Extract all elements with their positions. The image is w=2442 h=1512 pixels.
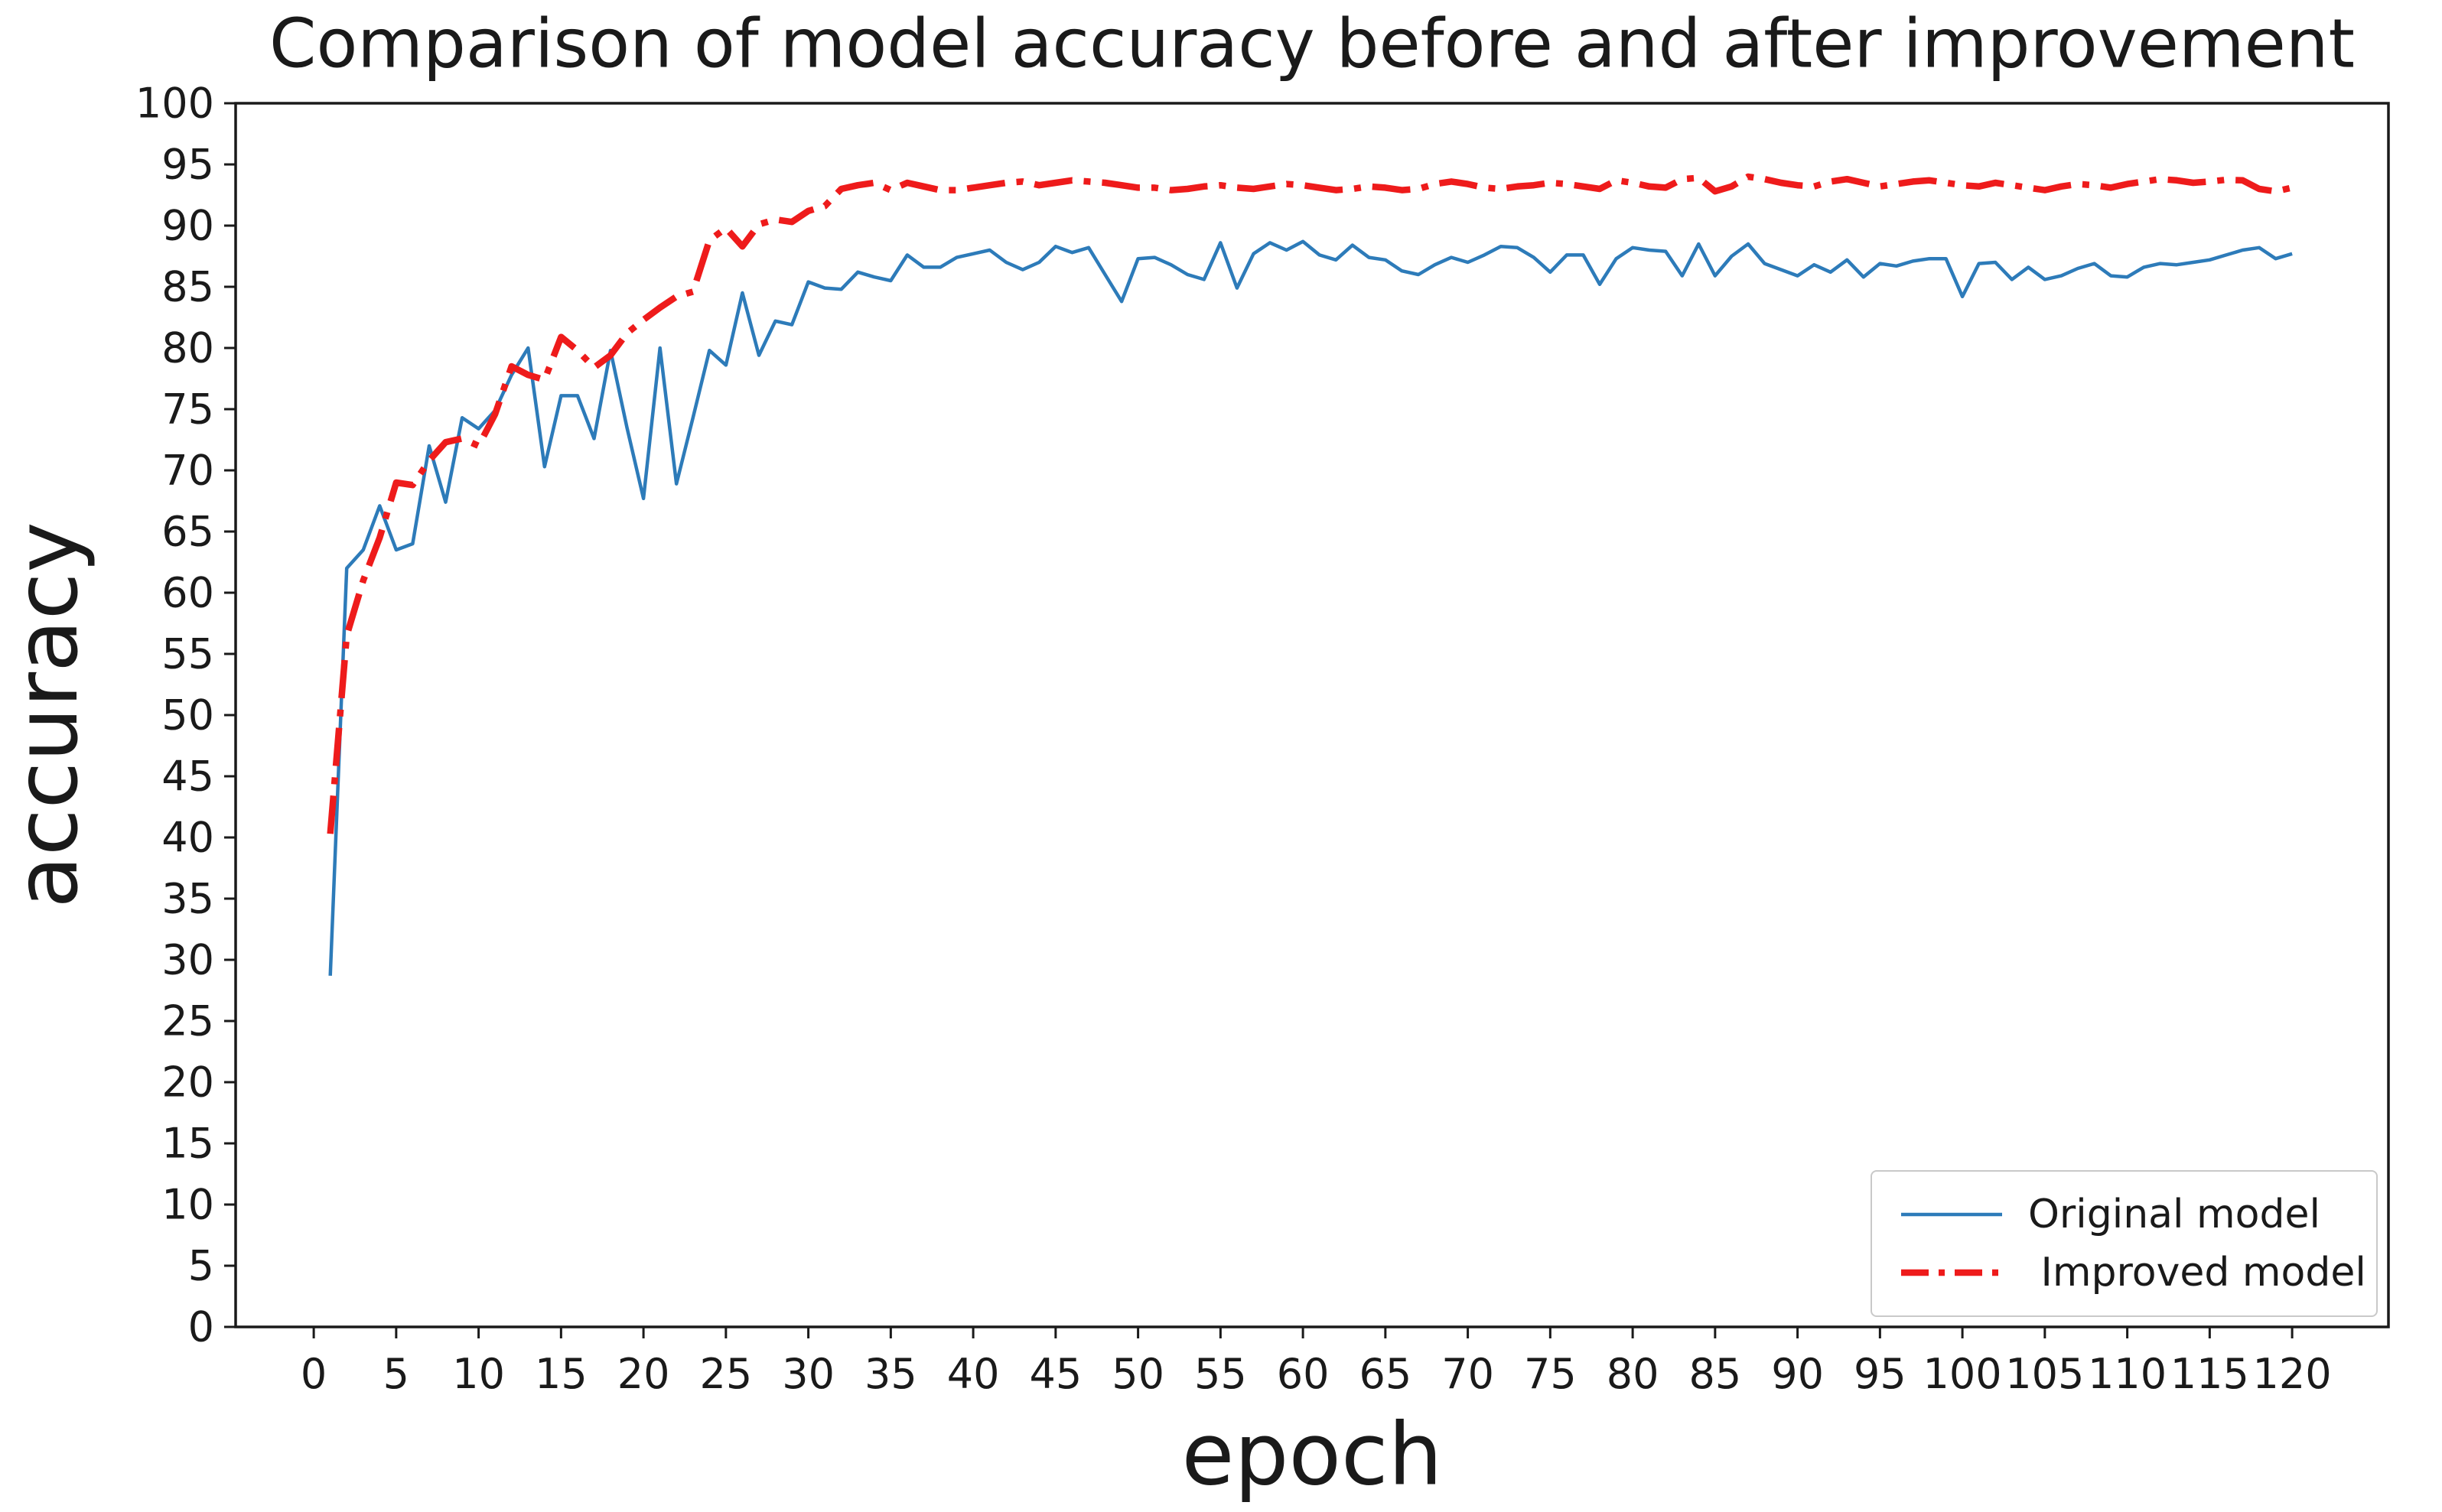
y-tick-label: 10 <box>161 1181 214 1229</box>
legend-label-improved: Improved model <box>2028 1250 2366 1296</box>
series-lines <box>327 173 2294 976</box>
original-model-line-icon <box>1901 1212 2002 1217</box>
x-tick-label: 65 <box>1359 1350 1411 1398</box>
y-tick-label: 70 <box>161 447 214 495</box>
y-tick-label: 30 <box>161 936 214 984</box>
y-tick-label: 5 <box>188 1242 214 1290</box>
plot-border <box>234 102 2390 1328</box>
y-tick-label: 35 <box>161 875 214 923</box>
x-tick-label: 40 <box>947 1350 1000 1398</box>
y-tick-label: 45 <box>161 753 214 801</box>
y-axis-label: accuracy <box>0 522 97 908</box>
x-tick-label: 75 <box>1524 1350 1577 1398</box>
x-tick-label: 50 <box>1112 1350 1164 1398</box>
x-tick-label: 25 <box>699 1350 752 1398</box>
x-tick-label: 0 <box>301 1350 327 1398</box>
legend-row-original: Original model <box>1898 1195 2369 1234</box>
x-axis-ticks: 0 5 10 15 20 25 30 35 40 45 50 55 60 65 70 75 80 85 90 95 10… <box>301 1327 2332 1398</box>
x-tick-label: 30 <box>782 1350 835 1398</box>
x-tick-label: 80 <box>1607 1350 1659 1398</box>
x-tick-label: 115 <box>2170 1350 2249 1398</box>
x-tick-label: 60 <box>1277 1350 1330 1398</box>
x-tick-label: 90 <box>1771 1350 1824 1398</box>
y-tick-label: 55 <box>161 630 214 678</box>
chart-title: Comparison of model accuracy before and … <box>269 5 2355 83</box>
y-tick-label: 20 <box>161 1058 214 1107</box>
y-tick-label: 60 <box>161 569 214 617</box>
y-tick-label: 40 <box>161 814 214 862</box>
y-tick-label: 80 <box>161 324 214 372</box>
y-tick-label: 65 <box>161 508 214 556</box>
x-tick-label: 55 <box>1194 1350 1247 1398</box>
y-tick-label: 85 <box>161 263 214 311</box>
x-tick-label: 95 <box>1854 1350 1906 1398</box>
y-tick-label: 100 <box>135 80 214 128</box>
y-axis-ticks: 0 5 10 15 20 25 30 35 40 45 50 55 60 65 70 75 80 85 90 95 10… <box>135 80 236 1351</box>
legend: Original model Improved model <box>1871 1170 2378 1317</box>
y-tick-label: 25 <box>161 997 214 1045</box>
x-tick-label: 110 <box>2088 1350 2167 1398</box>
x-tick-label: 10 <box>452 1350 505 1398</box>
y-tick-label: 50 <box>161 691 214 740</box>
x-tick-label: 85 <box>1688 1350 1741 1398</box>
y-tick-label: 95 <box>161 141 214 189</box>
y-tick-label: 0 <box>188 1303 214 1351</box>
x-axis-label: epoch <box>1181 1405 1442 1504</box>
x-tick-label: 105 <box>2005 1350 2084 1398</box>
x-tick-label: 70 <box>1441 1350 1494 1398</box>
x-tick-label: 100 <box>1923 1350 2002 1398</box>
x-tick-label: 35 <box>864 1350 917 1398</box>
x-tick-label: 20 <box>617 1350 670 1398</box>
y-tick-label: 75 <box>161 385 214 434</box>
x-tick-label: 45 <box>1029 1350 1082 1398</box>
improved-model-line <box>327 173 2294 834</box>
legend-row-improved: Improved model <box>1898 1253 2369 1293</box>
y-tick-label: 90 <box>161 202 214 250</box>
original-model-line <box>328 239 2293 976</box>
x-tick-label: 5 <box>383 1350 409 1398</box>
x-tick-label: 120 <box>2253 1350 2332 1398</box>
improved-model-line-icon <box>1901 1269 2002 1276</box>
legend-label-original: Original model <box>2028 1192 2320 1237</box>
x-tick-label: 15 <box>535 1350 588 1398</box>
y-tick-label: 15 <box>161 1120 214 1168</box>
